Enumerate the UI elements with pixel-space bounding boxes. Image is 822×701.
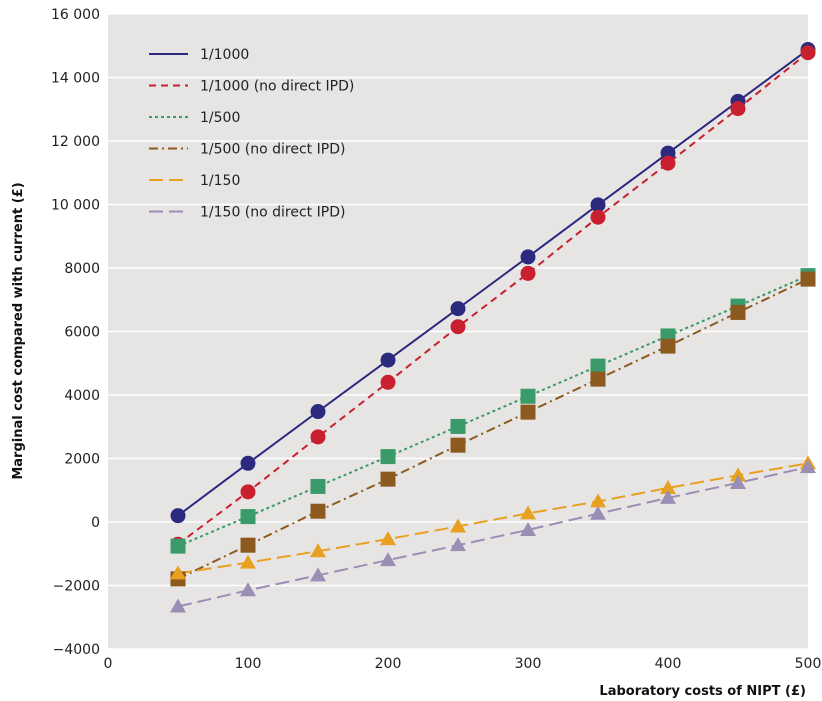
y-tick-label: 6000 [64, 325, 100, 341]
data-point [590, 197, 606, 213]
series-line [177, 278, 809, 580]
y-axis-title: Marginal cost compared with current (£) [11, 182, 26, 479]
data-point [590, 493, 606, 508]
data-point [310, 478, 326, 494]
data-point [800, 45, 816, 61]
y-tick-label: −2000 [53, 579, 100, 595]
data-point [660, 489, 676, 504]
data-point [520, 505, 536, 520]
data-point [380, 352, 396, 368]
data-point [170, 565, 186, 580]
legend-label: 1/1000 [200, 47, 249, 63]
data-point [520, 265, 536, 281]
data-point [450, 418, 466, 434]
legend: 1/1000 1/1000 (no direct IPD) 1/500 1/500 (… [149, 47, 354, 221]
data-point [590, 371, 606, 387]
data-point [240, 554, 256, 569]
x-tick-label: 0 [104, 656, 113, 672]
legend-label: 1/500 [200, 110, 240, 126]
series-lines [177, 48, 809, 608]
x-tick-label: 400 [655, 656, 682, 672]
x-tick-label: 500 [795, 656, 822, 672]
legend-label: 1/500 (no direct IPD) [200, 142, 345, 158]
legend-label: 1/150 (no direct IPD) [200, 205, 345, 221]
data-point [800, 459, 816, 474]
data-point [730, 101, 746, 117]
data-point [310, 404, 326, 420]
series-line [177, 274, 809, 548]
y-tick-label: 12 000 [51, 134, 100, 150]
data-point [590, 358, 606, 374]
legend-label: 1/1000 (no direct IPD) [200, 79, 354, 95]
data-point [730, 474, 746, 489]
y-tick-label: −4000 [53, 642, 100, 658]
data-point [450, 301, 466, 317]
data-point [240, 509, 256, 525]
data-point [450, 537, 466, 552]
data-point [590, 505, 606, 520]
data-point [730, 304, 746, 320]
data-point [450, 437, 466, 453]
data-point [240, 484, 256, 500]
data-point [730, 467, 746, 482]
data-point [380, 471, 396, 487]
data-point [310, 503, 326, 519]
data-point [660, 338, 676, 354]
series-line [177, 466, 809, 608]
y-tick-label: 14 000 [51, 71, 100, 87]
x-axis-title: Laboratory costs of NIPT (£) [599, 684, 806, 699]
x-tick-label: 100 [235, 656, 262, 672]
data-point [660, 480, 676, 495]
data-point [450, 518, 466, 533]
y-tick-label: 8000 [64, 261, 100, 277]
x-tick-label: 200 [375, 656, 402, 672]
data-point [170, 508, 186, 524]
data-point [240, 455, 256, 471]
y-tick-label: 0 [91, 515, 100, 531]
data-point [520, 521, 536, 536]
y-axis-ticks: −4000 −2000 0 2000 4000 6000 8000 10 000 12 000 1… [51, 7, 100, 658]
series-line [177, 462, 809, 575]
data-point [520, 388, 536, 404]
x-tick-label: 300 [515, 656, 542, 672]
data-point [450, 319, 466, 335]
data-point [240, 582, 256, 597]
data-point [590, 209, 606, 225]
data-point [380, 374, 396, 390]
y-tick-label: 2000 [64, 452, 100, 468]
series-markers [170, 42, 816, 613]
y-tick-label: 10 000 [51, 198, 100, 214]
legend-label: 1/150 [200, 173, 240, 189]
series-line [177, 51, 809, 546]
data-point [380, 552, 396, 567]
data-point [310, 567, 326, 582]
data-point [520, 404, 536, 420]
data-point [520, 249, 536, 265]
data-point [170, 598, 186, 613]
x-axis-ticks: 0 100 200 300 400 500 [104, 656, 822, 672]
data-point [380, 449, 396, 465]
data-point [800, 271, 816, 287]
data-point [660, 155, 676, 171]
y-tick-label: 4000 [64, 388, 100, 404]
data-point [310, 429, 326, 445]
data-point [380, 531, 396, 546]
series-line [177, 48, 809, 517]
data-point [240, 537, 256, 553]
data-point [310, 543, 326, 558]
data-point [170, 538, 186, 554]
y-tick-label: 16 000 [51, 7, 100, 23]
